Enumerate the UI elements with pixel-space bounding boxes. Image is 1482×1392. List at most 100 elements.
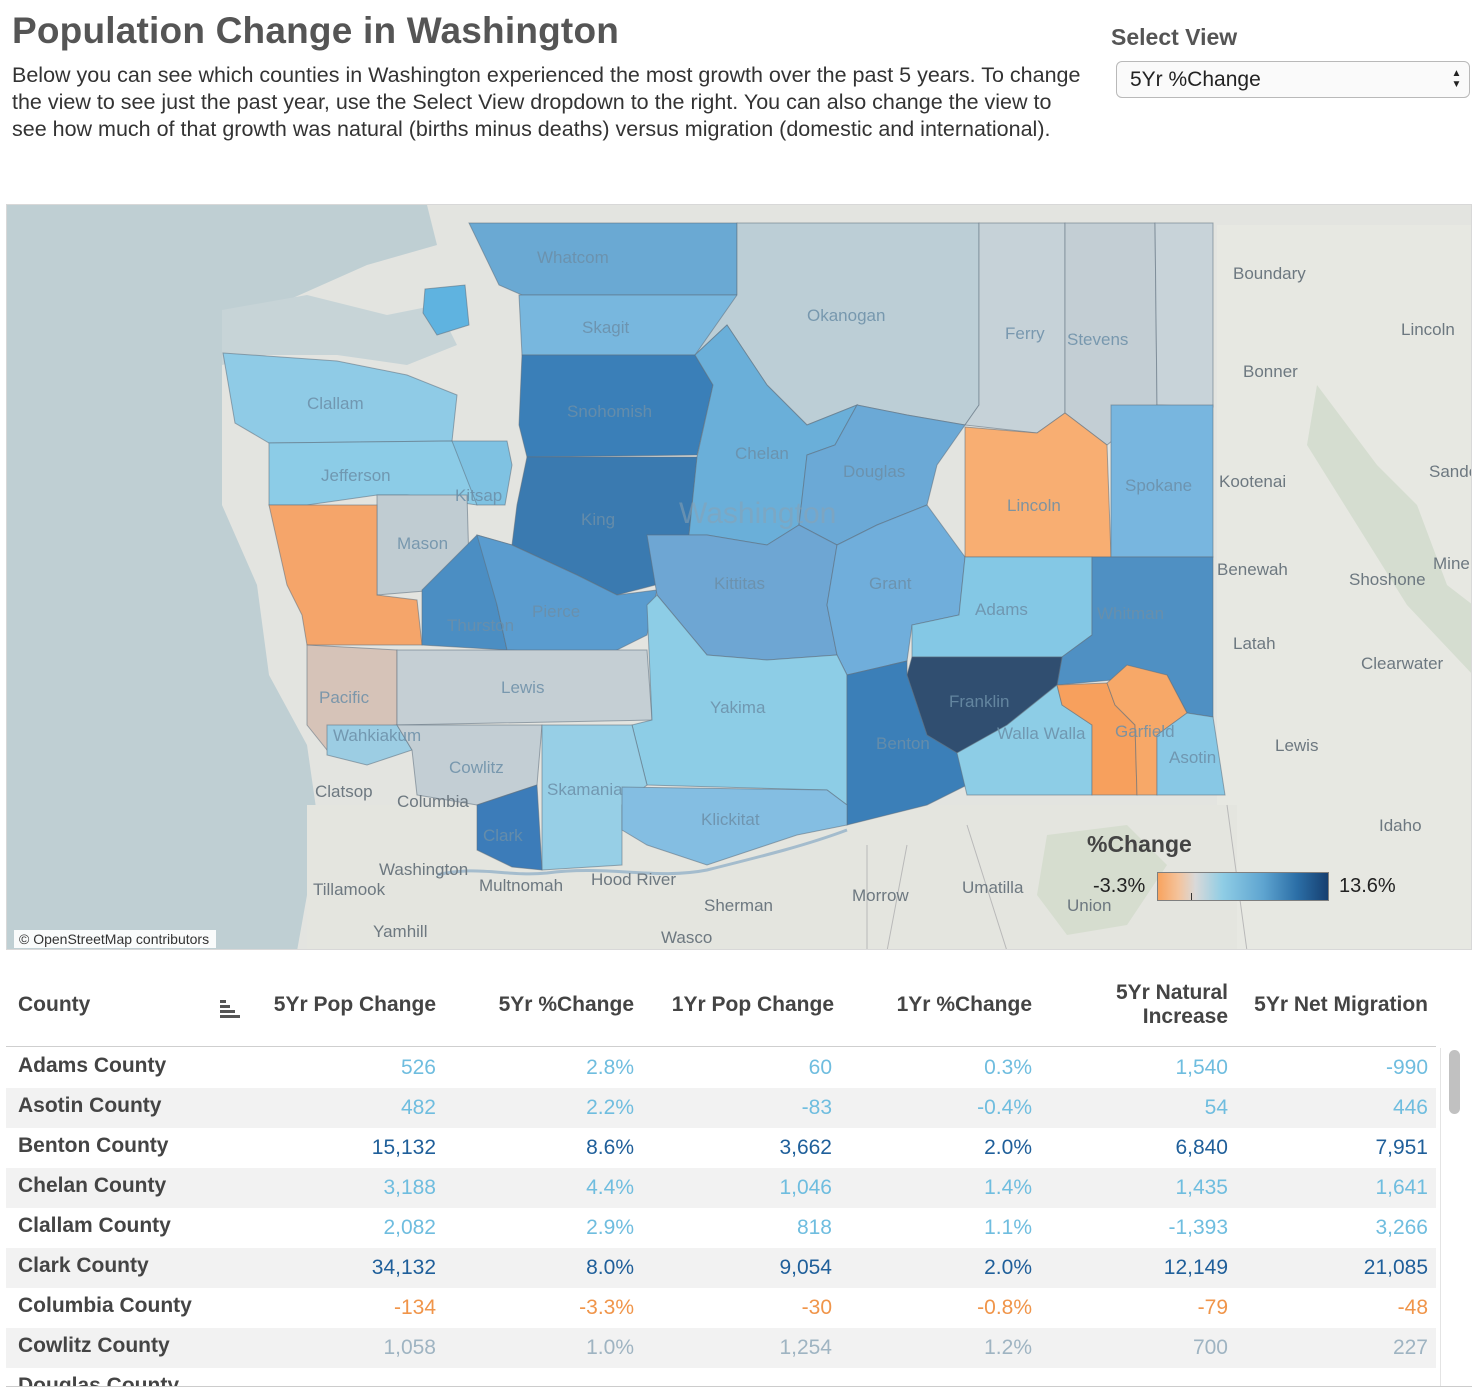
county-label: Benton — [876, 734, 930, 753]
value-cell: -79 — [1197, 1296, 1228, 1319]
county-name-cell: Douglas County — [18, 1374, 179, 1386]
region-label: Union — [1067, 896, 1111, 915]
value-cell: 8.0% — [586, 1256, 634, 1279]
table-row[interactable]: Clallam County 2,082 2.9% 818 1.1% -1,393 3,26… — [6, 1208, 1436, 1248]
scrollbar-thumb[interactable] — [1449, 1050, 1460, 1114]
region-label: Umatilla — [962, 878, 1024, 897]
table-row[interactable]: Adams County 526 2.8% 60 0.3% 1,540 -990 — [6, 1048, 1436, 1088]
value-cell: 54 — [1204, 1096, 1228, 1119]
region-label: Shoshone — [1349, 570, 1426, 589]
region-label: Latah — [1233, 634, 1276, 653]
region-label-group: Boundary Lincoln Bonner Kootenai Sanders… — [313, 264, 1472, 947]
county-label: Stevens — [1067, 330, 1128, 349]
table-row[interactable]: Columbia County -134 -3.3% -30 -0.8% -79 -48 — [6, 1288, 1436, 1328]
county-label: Kittitas — [714, 574, 765, 593]
table-row[interactable]: Cowlitz County 1,058 1.0% 1,254 1.2% 700 227 — [6, 1328, 1436, 1368]
sort-icon[interactable] — [220, 1000, 240, 1018]
county-san-juan[interactable] — [422, 284, 470, 336]
select-view-dropdown[interactable]: 5Yr %Change ▲ ▼ — [1116, 61, 1470, 98]
value-cell: -48 — [1397, 1296, 1428, 1319]
forest-area — [1037, 825, 1167, 935]
region-label: Bonner — [1243, 362, 1298, 381]
county-lincoln[interactable] — [964, 412, 1112, 558]
column-header-1yr-pct-change[interactable]: 1Yr %Change — [896, 993, 1032, 1016]
table-row[interactable]: Chelan County 3,188 4.4% 1,046 1.4% 1,435 1,64… — [6, 1168, 1436, 1208]
county-label: Klickitat — [701, 810, 760, 829]
region-label: Tillamook — [313, 880, 386, 899]
map-svg: Whatcom Skagit Clallam Snohomish Okanoga… — [7, 205, 1472, 949]
county-label: Asotin — [1169, 748, 1216, 767]
table-row[interactable]: Benton County 15,132 8.6% 3,662 2.0% 6,840 7,9… — [6, 1128, 1436, 1168]
county-label: Douglas — [843, 462, 905, 481]
value-cell: 6,840 — [1175, 1136, 1228, 1159]
data-table[interactable]: Adams County 526 2.8% 60 0.3% 1,540 -990 Asotin… — [6, 1048, 1436, 1386]
county-label: Ferry — [1005, 324, 1045, 343]
value-cell: 8.6% — [586, 1136, 634, 1159]
value-cell: 2.9% — [586, 1216, 634, 1239]
county-clark[interactable] — [476, 784, 543, 871]
region-label: Mineral — [1433, 554, 1472, 573]
column-header-5yr-natural-increase[interactable]: 5Yr Natural Increase — [1115, 981, 1228, 1028]
region-label: Boundary — [1233, 264, 1306, 283]
county-label: Whatcom — [537, 248, 609, 267]
value-cell: -1,393 — [1168, 1216, 1228, 1239]
county-pend-oreille[interactable] — [1154, 222, 1214, 408]
value-cell: 227 — [1392, 1336, 1428, 1359]
value-cell: 9,054 — [779, 1256, 832, 1279]
region-label: Sanders — [1429, 462, 1472, 481]
county-label: Pierce — [532, 602, 580, 621]
value-cell: 21,085 — [1363, 1256, 1428, 1279]
value-cell: 3,662 — [779, 1136, 832, 1159]
column-header-county[interactable]: County — [18, 993, 91, 1016]
value-cell: -3.3% — [579, 1296, 634, 1319]
value-cell: -134 — [393, 1296, 436, 1319]
value-cell: 1,254 — [779, 1336, 832, 1359]
idaho-region — [1217, 225, 1471, 949]
county-wahkiakum[interactable] — [326, 724, 413, 766]
county-label: Chelan — [735, 444, 789, 463]
county-label: Lincoln — [1007, 496, 1061, 515]
select-view-label: Select View — [1111, 24, 1238, 50]
value-cell: 7,951 — [1375, 1136, 1428, 1159]
legend-zero-tick — [1191, 893, 1192, 900]
county-kitsap[interactable] — [451, 440, 513, 506]
strait-water — [222, 295, 457, 365]
county-clallam[interactable] — [222, 352, 458, 444]
column-header-5yr-pct-change[interactable]: 5Yr %Change — [498, 993, 634, 1016]
table-row[interactable]: Douglas County — [6, 1368, 1436, 1386]
table-row[interactable]: Clark County 34,132 8.0% 9,054 2.0% 12,149 21,… — [6, 1248, 1436, 1288]
county-name-cell: Columbia County — [18, 1294, 192, 1317]
region-label: Benewah — [1217, 560, 1288, 579]
table-scrollbar[interactable] — [1440, 1048, 1471, 1386]
table-row[interactable]: Asotin County 482 2.2% -83 -0.4% 54 446 — [6, 1088, 1436, 1128]
ocean-water — [7, 205, 437, 949]
legend-max-value: 13.6% — [1339, 875, 1396, 897]
county-label: Kitsap — [455, 486, 502, 505]
value-cell: 1,435 — [1175, 1176, 1228, 1199]
county-label: King — [581, 510, 615, 529]
county-label: Franklin — [949, 692, 1009, 711]
choropleth-map[interactable]: Whatcom Skagit Clallam Snohomish Okanoga… — [6, 204, 1472, 950]
county-label: Clark — [483, 826, 523, 845]
county-klickitat[interactable] — [621, 786, 848, 866]
county-label: Yakima — [710, 698, 766, 717]
county-name-cell: Benton County — [18, 1134, 169, 1157]
county-label: Cowlitz — [449, 758, 504, 777]
state-label: Washington — [679, 497, 836, 530]
county-asotin[interactable] — [1156, 712, 1226, 796]
county-label: Jefferson — [321, 466, 391, 485]
county-label: Lewis — [501, 678, 544, 697]
county-label: Walla Walla — [997, 724, 1086, 743]
value-cell: 2.8% — [586, 1056, 634, 1079]
value-cell: -990 — [1385, 1056, 1428, 1079]
bottom-divider — [6, 1386, 1472, 1387]
region-label: Wasco — [661, 928, 712, 947]
column-header-5yr-pop-change[interactable]: 5Yr Pop Change — [273, 993, 436, 1016]
legend-min-value: -3.3% — [1093, 875, 1146, 897]
map-attribution[interactable]: © OpenStreetMap contributors — [14, 930, 217, 948]
county-label-group: Whatcom Skagit Clallam Snohomish Okanoga… — [307, 248, 1216, 845]
county-label: Thurston — [447, 616, 514, 635]
column-header-5yr-net-migration[interactable]: 5Yr Net Migration — [1254, 993, 1428, 1016]
column-header-1yr-pop-change[interactable]: 1Yr Pop Change — [671, 993, 834, 1016]
county-label: Wahkiakum — [333, 726, 421, 745]
